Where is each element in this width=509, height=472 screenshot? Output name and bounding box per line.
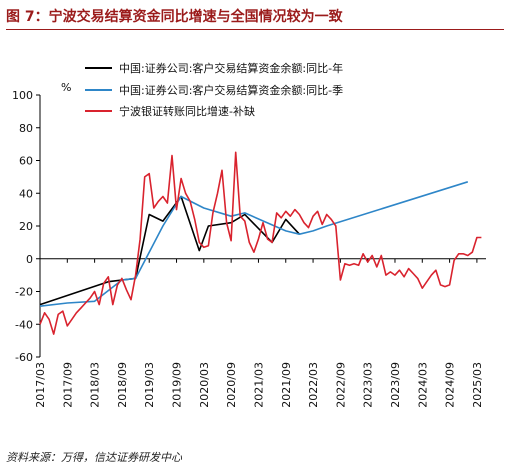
axes-layer: -60 -40 -20 0 20 40 60 80 100% 2017/03 2017/09 2018… <box>12 81 486 408</box>
x-tick-label: 2020/03 <box>198 362 211 408</box>
x-tick-label: 2018/03 <box>89 362 102 408</box>
series-line-1 <box>39 195 300 306</box>
x-tick-label: 2024/03 <box>416 362 429 408</box>
x-tick-label: 2025/03 <box>471 362 484 408</box>
y-tick-label: 40 <box>19 187 33 200</box>
legend-label-2: 中国:证券公司:客户交易结算资金余额:同比-季 <box>119 83 343 97</box>
y-tick-label: 100 <box>12 89 33 102</box>
x-tick-label: 2017/09 <box>61 362 74 408</box>
y-tick-label: 60 <box>19 155 33 168</box>
y-tick-label: -20 <box>15 286 33 299</box>
series-line-2 <box>39 181 469 307</box>
x-tick-label: 2021/03 <box>252 362 265 408</box>
series-line-3 <box>39 151 482 335</box>
y-unit-label: % <box>61 81 71 94</box>
x-tick-label: 2017/03 <box>34 362 47 408</box>
x-tick-label: 2020/09 <box>225 362 238 408</box>
x-tick-label: 2019/03 <box>143 362 156 408</box>
title-underline <box>6 29 504 30</box>
figure-title: 图 7：宁波交易结算资金同比增速与全国情况较为一致 <box>6 9 343 25</box>
legend-label-3: 宁波银证转账同比增速-补缺 <box>119 104 255 118</box>
x-tick-label: 2021/09 <box>280 362 293 408</box>
y-tick-label: 20 <box>19 220 33 233</box>
y-tick-label: 80 <box>19 122 33 135</box>
x-tick-label: 2022/03 <box>307 362 320 408</box>
y-tick-label: -40 <box>15 318 33 331</box>
x-tick-label: 2023/03 <box>362 362 375 408</box>
series-layer <box>39 151 482 335</box>
x-tick-label: 2022/09 <box>334 362 347 408</box>
x-tick-label: 2024/09 <box>444 362 457 408</box>
x-tick-label: 2023/09 <box>389 362 402 408</box>
legend: 中国:证券公司:客户交易结算资金余额:同比-年中国:证券公司:客户交易结算资金余… <box>85 61 343 118</box>
y-tick-label: 0 <box>26 253 33 266</box>
x-tick-label: 2018/09 <box>116 362 129 408</box>
legend-label-1: 中国:证券公司:客户交易结算资金余额:同比-年 <box>119 61 343 75</box>
source-note: 资料来源：万得，信达证券研发中心 <box>6 451 182 464</box>
x-tick-label: 2019/09 <box>171 362 184 408</box>
y-tick-label: -60 <box>15 351 33 364</box>
